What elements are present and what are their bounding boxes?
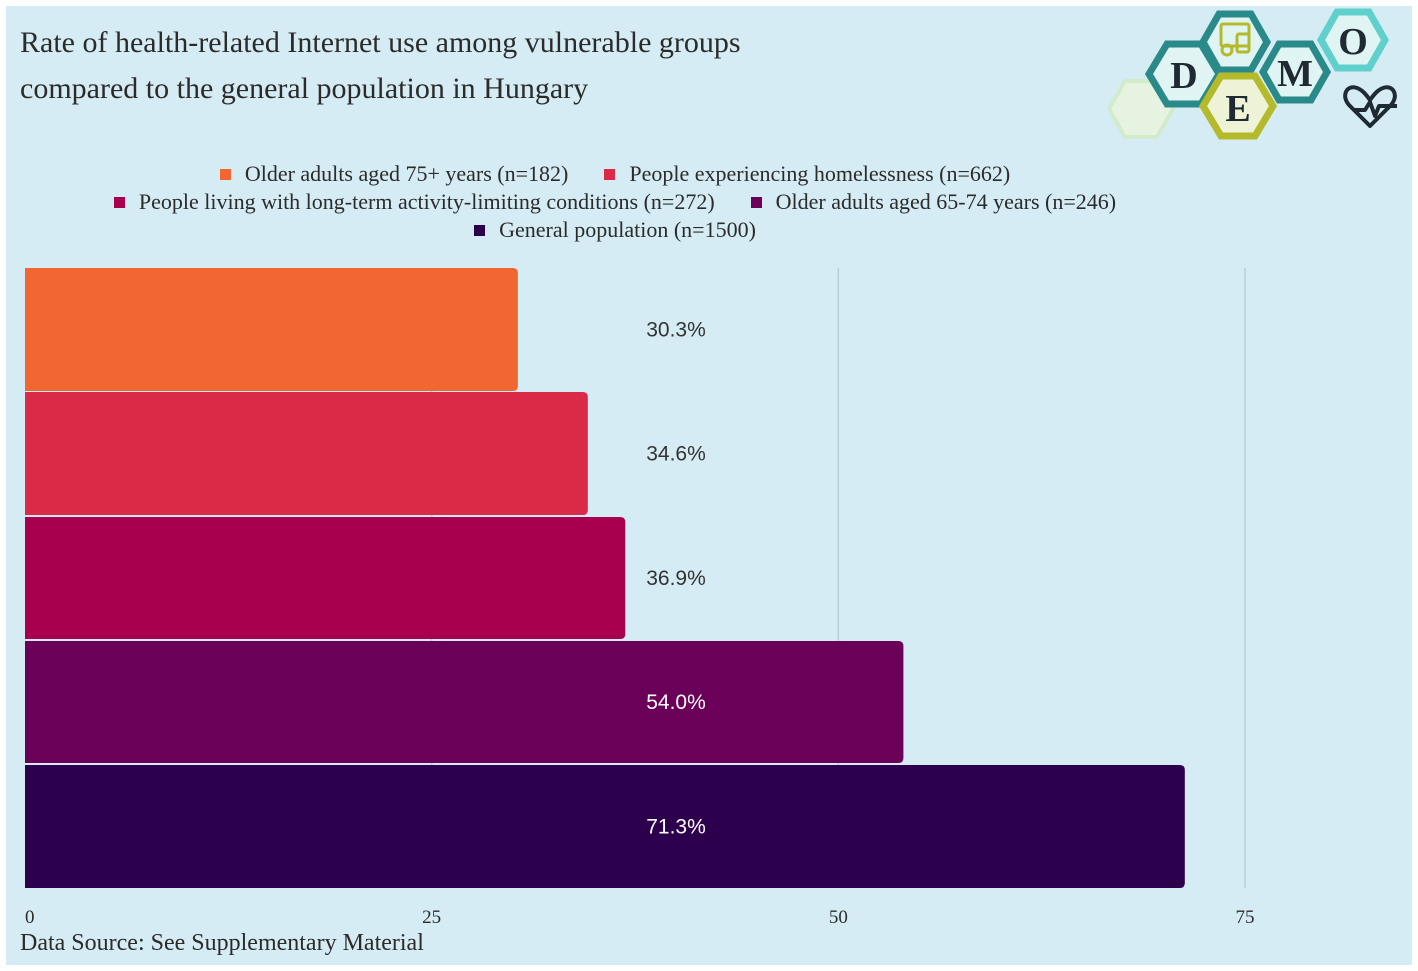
legend-label: Older adults aged 65-74 years (n=246) bbox=[775, 189, 1117, 214]
x-tick-label: 0 bbox=[25, 907, 35, 928]
legend-item-general: General population (n=1500) bbox=[474, 217, 756, 243]
bar-value-label: 34.6% bbox=[646, 443, 706, 466]
heart-pulse-icon bbox=[1343, 85, 1397, 128]
legend-item-long-term: People living with long-term activity-li… bbox=[113, 189, 715, 215]
logo-letter-e: E bbox=[1225, 88, 1250, 130]
legend-swatch bbox=[219, 168, 231, 180]
bar bbox=[25, 517, 626, 639]
bar-value-label: 36.9% bbox=[646, 567, 706, 590]
logo-letter-o: O bbox=[1338, 21, 1368, 63]
bar-value-label: 30.3% bbox=[646, 319, 706, 342]
logo-hexagon-devices bbox=[1198, 10, 1272, 74]
chart-title-line-2: compared to the general population in Hu… bbox=[20, 72, 589, 105]
legend-swatch bbox=[113, 196, 125, 208]
legend-label: People living with long-term activity-li… bbox=[138, 189, 715, 214]
legend-item-older-75: Older adults aged 75+ years (n=182) bbox=[219, 161, 569, 187]
x-tick-label: 25 bbox=[422, 907, 441, 928]
chart-title: Rate of health-related Internet use amon… bbox=[20, 20, 1020, 112]
bar-value-label: 54.0% bbox=[646, 691, 706, 714]
logo-letter-d: D bbox=[1170, 55, 1197, 97]
bar bbox=[25, 268, 518, 391]
legend-swatch bbox=[750, 196, 762, 208]
legend-label: General population (n=1500) bbox=[499, 217, 756, 242]
bar bbox=[25, 765, 1185, 888]
legend-swatch bbox=[604, 168, 616, 180]
bar bbox=[25, 641, 904, 763]
legend-label: People experiencing homelessness (n=662) bbox=[629, 161, 1011, 186]
legend-row-1: Older adults aged 75+ years (n=182) Peop… bbox=[0, 160, 1230, 188]
x-tick-label: 50 bbox=[829, 907, 848, 928]
legend-row-3: General population (n=1500) bbox=[0, 216, 1230, 244]
logo-hexagon-m bbox=[1258, 40, 1332, 104]
logo-hexagon-e bbox=[1198, 72, 1278, 140]
chart-legend: Older adults aged 75+ years (n=182) Peop… bbox=[0, 160, 1230, 244]
logo-pale-hexagon bbox=[1106, 79, 1176, 139]
logo-hexagon-o bbox=[1316, 8, 1390, 72]
devices-icon bbox=[1219, 22, 1251, 57]
legend-label: Older adults aged 75+ years (n=182) bbox=[244, 161, 569, 186]
data-source-note: Data Source: See Supplementary Material bbox=[20, 930, 424, 956]
logo-letter-m: M bbox=[1277, 53, 1313, 95]
bar-value-label: 71.3% bbox=[646, 816, 706, 839]
legend-row-2: People living with long-term activity-li… bbox=[0, 188, 1230, 216]
legend-swatch bbox=[474, 224, 486, 236]
legend-item-homeless: People experiencing homelessness (n=662) bbox=[604, 161, 1010, 187]
chart-title-line-1: Rate of health-related Internet use amon… bbox=[20, 26, 741, 59]
demo-logo: D E M O bbox=[1106, 8, 1397, 140]
x-tick-label: 75 bbox=[1236, 907, 1255, 928]
bar bbox=[25, 392, 588, 515]
legend-item-older-65-74: Older adults aged 65-74 years (n=246) bbox=[750, 189, 1117, 215]
